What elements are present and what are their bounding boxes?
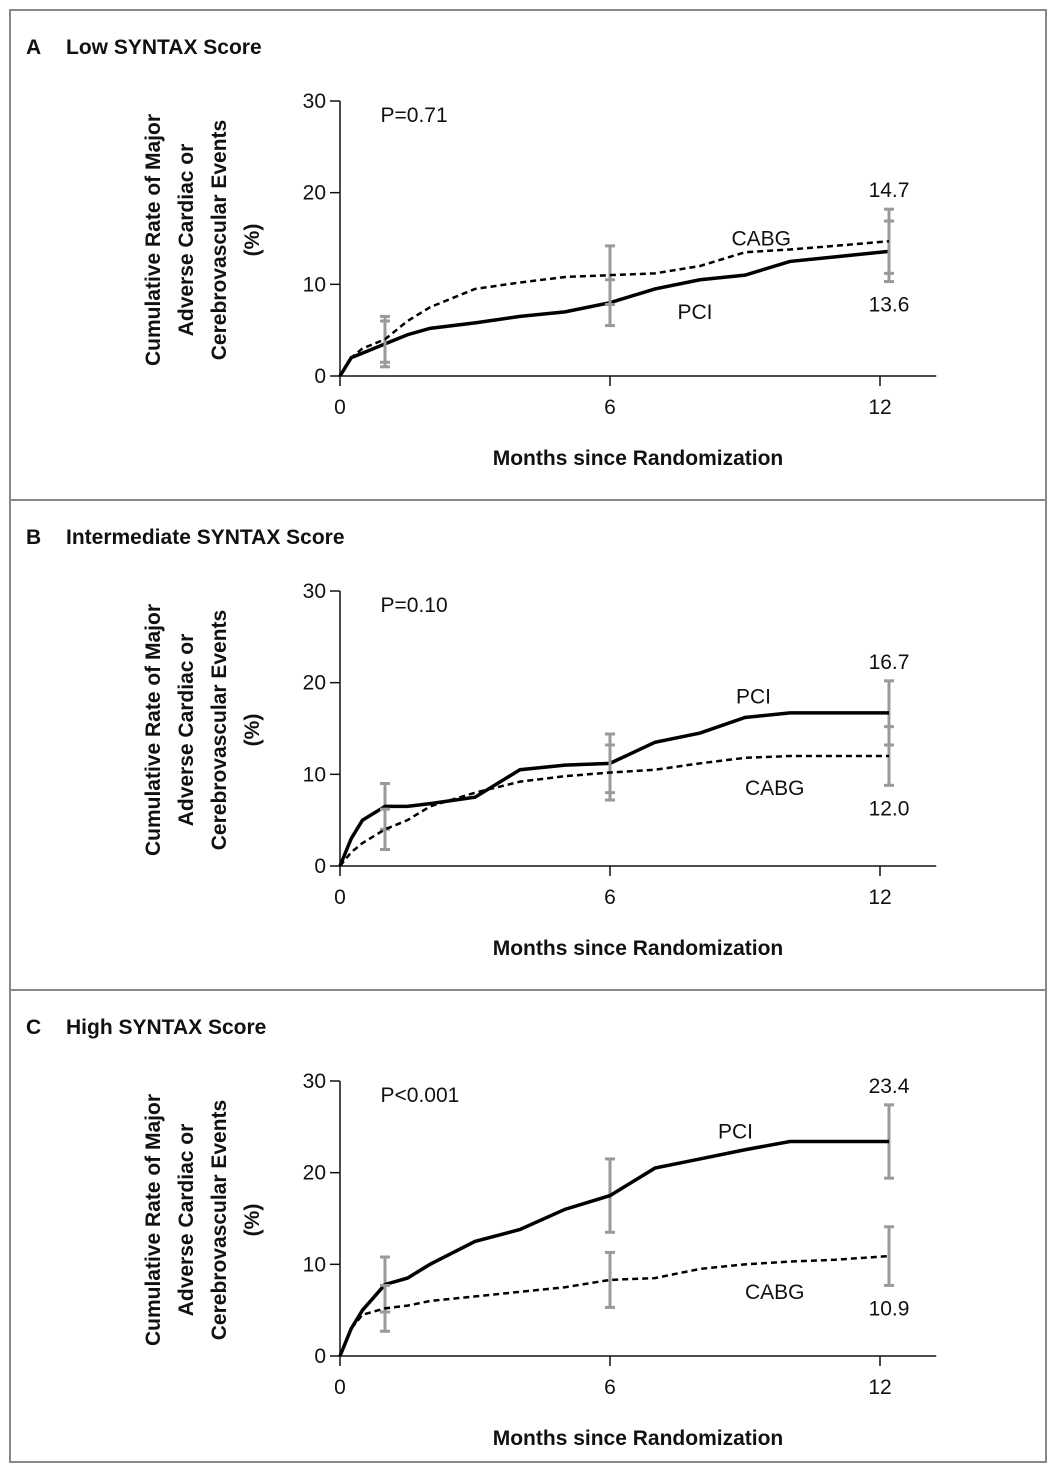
annotation: P<0.001 — [381, 1084, 460, 1107]
panel-frame — [9, 989, 1047, 1463]
value-label: 12.0 — [869, 797, 910, 820]
series-label: PCI — [678, 301, 713, 324]
series-label: PCI — [718, 1120, 753, 1143]
panel-title: High SYNTAX Score — [66, 1016, 266, 1039]
panel-title: Low SYNTAX Score — [66, 36, 262, 59]
x-axis-label: Months since Randomization — [493, 447, 784, 470]
panel-frame — [9, 9, 1047, 501]
series-label: CABG — [732, 228, 792, 251]
value-label: 13.6 — [869, 294, 910, 317]
y-axis-label: Cerebrovascular Events — [208, 610, 231, 850]
x-axis-label: Months since Randomization — [493, 1427, 784, 1450]
value-label: 23.4 — [869, 1075, 910, 1098]
y-tick-label: 0 — [314, 365, 326, 388]
value-label: 10.9 — [869, 1297, 910, 1320]
x-tick-label: 0 — [334, 1376, 346, 1399]
y-tick-label: 20 — [303, 672, 326, 695]
x-tick-label: 0 — [334, 396, 346, 419]
y-tick-label: 30 — [303, 1070, 326, 1093]
series-label: CABG — [745, 777, 805, 800]
panel-letter: C — [26, 1016, 41, 1039]
y-axis-label: Cumulative Rate of Major — [142, 1094, 165, 1346]
x-tick-label: 6 — [604, 396, 616, 419]
x-tick-label: 12 — [868, 396, 891, 419]
annotation: P=0.71 — [381, 104, 448, 127]
series-line — [338, 1139, 889, 1357]
series-line — [339, 754, 889, 867]
y-tick-label: 10 — [303, 1253, 326, 1276]
y-tick-label: 0 — [314, 1345, 326, 1368]
y-axis-label: Cumulative Rate of Major — [142, 604, 165, 856]
y-tick-label: 30 — [303, 90, 326, 113]
y-tick-label: 30 — [303, 580, 326, 603]
y-tick-label: 0 — [314, 855, 326, 878]
annotation: P=0.10 — [381, 594, 448, 617]
series-label: PCI — [736, 685, 771, 708]
panel-letter: A — [26, 36, 41, 59]
y-axis-label: Cumulative Rate of Major — [142, 114, 165, 366]
series-line — [338, 240, 890, 377]
y-axis-label: Adverse Cardiac or — [175, 634, 198, 827]
x-tick-label: 0 — [334, 886, 346, 909]
y-axis-label: Cerebrovascular Events — [208, 120, 231, 360]
x-tick-label: 12 — [868, 1376, 891, 1399]
panel-title: Intermediate SYNTAX Score — [66, 526, 345, 549]
y-axis-label: (%) — [241, 224, 264, 257]
series-line — [338, 711, 889, 867]
y-tick-label: 20 — [303, 1162, 326, 1185]
value-label: 14.7 — [869, 179, 910, 202]
value-label: 16.7 — [869, 651, 910, 674]
x-tick-label: 12 — [868, 886, 891, 909]
y-tick-label: 20 — [303, 182, 326, 205]
y-tick-label: 10 — [303, 763, 326, 786]
x-axis-label: Months since Randomization — [493, 937, 784, 960]
series-line — [338, 249, 890, 377]
y-axis-label: Adverse Cardiac or — [175, 1124, 198, 1317]
panel-letter: B — [26, 526, 41, 549]
y-axis-label: Adverse Cardiac or — [175, 144, 198, 337]
y-tick-label: 10 — [303, 273, 326, 296]
y-axis-label: (%) — [241, 714, 264, 747]
x-tick-label: 6 — [604, 886, 616, 909]
y-axis-label: (%) — [241, 1204, 264, 1237]
y-axis-label: Cerebrovascular Events — [208, 1100, 231, 1340]
series-label: CABG — [745, 1281, 805, 1304]
x-tick-label: 6 — [604, 1376, 616, 1399]
